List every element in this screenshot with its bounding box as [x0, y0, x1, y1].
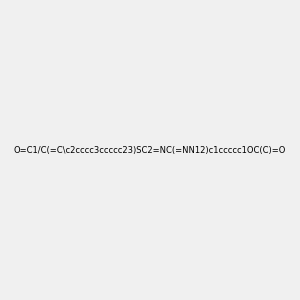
- Text: O=C1/C(=C\c2cccc3ccccc23)SC2=NC(=NN12)c1ccccc1OC(C)=O: O=C1/C(=C\c2cccc3ccccc23)SC2=NC(=NN12)c1…: [14, 146, 286, 154]
